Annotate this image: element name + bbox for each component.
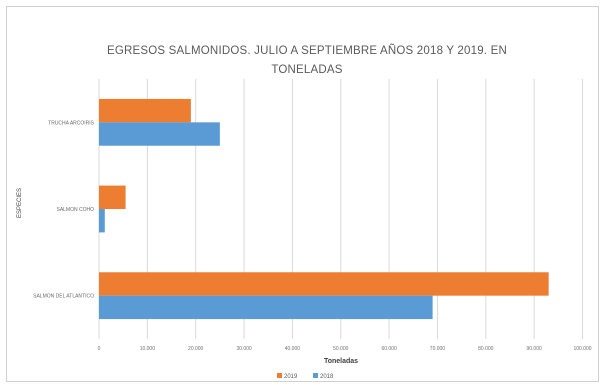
chart-container: EGRESOS SALMONIDOS. JULIO A SEPTIEMBRE A… bbox=[6, 6, 599, 382]
x-tick-label: 0 bbox=[98, 346, 101, 352]
category-label: SALMON COHO bbox=[56, 207, 94, 213]
x-tick-label: 40.000 bbox=[285, 346, 301, 352]
chart-title-line-1: EGRESOS SALMONIDOS. JULIO A SEPTIEMBRE A… bbox=[107, 44, 507, 57]
legend-label: 2018 bbox=[320, 374, 334, 380]
x-tick-label: 100.000 bbox=[573, 346, 591, 352]
bar-2018 bbox=[99, 295, 433, 320]
bar-2019 bbox=[99, 272, 549, 296]
chart-svg: EGRESOS SALMONIDOS. JULIO A SEPTIEMBRE A… bbox=[17, 44, 592, 380]
chart-title-line-2: TONELADAS bbox=[271, 64, 342, 76]
x-tick-label: 20.000 bbox=[188, 346, 204, 352]
category-label: SALMON DEL ATLANTICO bbox=[33, 294, 94, 300]
x-tick-label: 50.000 bbox=[333, 346, 349, 352]
x-tick-label: 90.000 bbox=[526, 346, 542, 352]
legend-swatch bbox=[277, 373, 282, 378]
legend-label: 2019 bbox=[284, 374, 298, 380]
bar-2018 bbox=[99, 122, 220, 146]
x-tick-label: 10.000 bbox=[140, 346, 156, 352]
x-tick-label: 70.000 bbox=[430, 346, 446, 352]
x-tick-label: 60.000 bbox=[381, 346, 397, 352]
category-labels: TRUCHA ARCOIRIS SALMON COHO SALMON DEL ATL… bbox=[33, 120, 95, 299]
x-tick-label: 80.000 bbox=[478, 346, 494, 352]
bar-2018 bbox=[99, 209, 105, 233]
bar-2019 bbox=[99, 98, 191, 123]
x-tick-labels: 0 10.000 20.000 30.000 40.000 50.000 60.000 70.… bbox=[98, 346, 592, 352]
x-tick-label: 30.000 bbox=[236, 346, 252, 352]
x-axis-title: Toneladas bbox=[324, 358, 358, 365]
legend-swatch bbox=[313, 373, 318, 378]
bars bbox=[99, 98, 549, 320]
y-axis-title: ESPECIES bbox=[17, 188, 23, 218]
category-label: TRUCHA ARCOIRIS bbox=[48, 120, 95, 126]
bar-2019 bbox=[99, 185, 126, 209]
legend: 2019 2018 bbox=[277, 373, 334, 380]
